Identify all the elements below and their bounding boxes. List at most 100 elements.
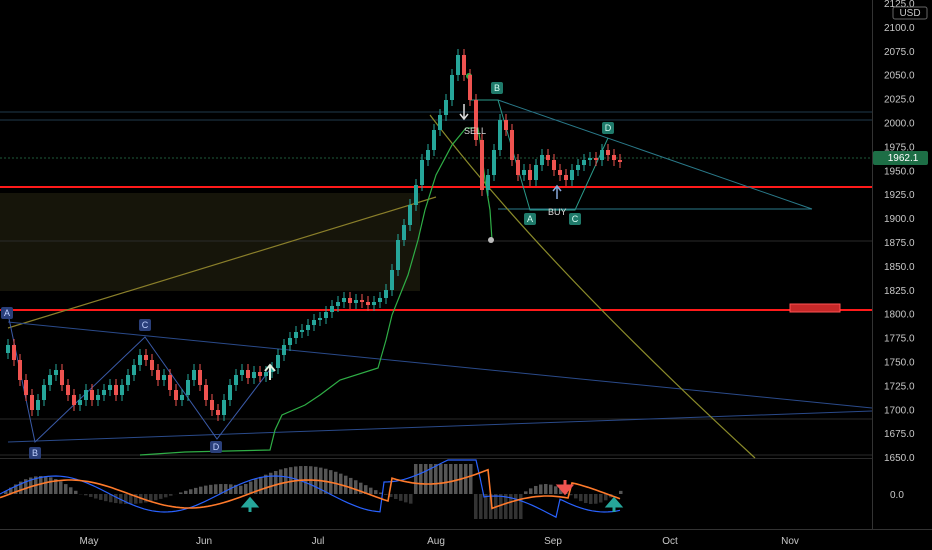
candle-body[interactable] xyxy=(498,120,502,150)
candle-body[interactable] xyxy=(270,368,274,372)
candle-body[interactable] xyxy=(228,385,232,400)
candle-body[interactable] xyxy=(240,370,244,375)
candle-body[interactable] xyxy=(72,395,76,405)
trend-line[interactable] xyxy=(7,196,437,329)
candle-body[interactable] xyxy=(564,175,568,180)
candle-body[interactable] xyxy=(384,290,388,298)
candle-body[interactable] xyxy=(534,165,538,180)
candle-body[interactable] xyxy=(180,395,184,400)
candle-body[interactable] xyxy=(174,390,178,400)
candle-body[interactable] xyxy=(162,375,166,380)
candle-body[interactable] xyxy=(234,375,238,385)
candle-body[interactable] xyxy=(30,395,34,410)
candle-body[interactable] xyxy=(360,300,364,302)
candle-body[interactable] xyxy=(276,355,280,368)
candle-body[interactable] xyxy=(492,150,496,175)
candle-body[interactable] xyxy=(552,160,556,170)
price-axis[interactable] xyxy=(872,0,932,550)
candle-body[interactable] xyxy=(306,325,310,330)
candle-body[interactable] xyxy=(468,75,472,100)
candle-body[interactable] xyxy=(558,170,562,175)
candle-body[interactable] xyxy=(516,160,520,175)
candle-body[interactable] xyxy=(354,300,358,303)
candle-body[interactable] xyxy=(486,175,490,190)
candle-body[interactable] xyxy=(432,130,436,150)
harmonic-pattern-right[interactable] xyxy=(470,99,609,211)
candle-body[interactable] xyxy=(222,400,226,415)
candle-body[interactable] xyxy=(540,155,544,165)
candle-body[interactable] xyxy=(54,370,58,375)
candle-body[interactable] xyxy=(336,302,340,306)
candle-body[interactable] xyxy=(456,55,460,75)
candle-body[interactable] xyxy=(78,400,82,405)
candle-body[interactable] xyxy=(474,100,478,140)
macd-fast-line[interactable] xyxy=(0,459,621,519)
candle-body[interactable] xyxy=(108,385,112,390)
candle-body[interactable] xyxy=(84,390,88,400)
candle-body[interactable] xyxy=(60,370,64,385)
projection-curve[interactable] xyxy=(429,114,756,459)
candle-body[interactable] xyxy=(462,55,466,75)
candle-body[interactable] xyxy=(150,360,154,370)
candle-body[interactable] xyxy=(582,160,586,165)
candle-body[interactable] xyxy=(426,150,430,160)
candle-body[interactable] xyxy=(588,158,592,160)
candle-body[interactable] xyxy=(90,390,94,400)
candle-body[interactable] xyxy=(378,298,382,302)
candle-body[interactable] xyxy=(414,185,418,205)
macd-slow-line[interactable] xyxy=(0,468,621,510)
candle-body[interactable] xyxy=(594,158,598,160)
candle-body[interactable] xyxy=(372,302,376,305)
candle-body[interactable] xyxy=(282,345,286,355)
candle-body[interactable] xyxy=(216,410,220,415)
buy-marker[interactable]: BUY xyxy=(548,184,567,217)
candle-body[interactable] xyxy=(246,370,250,378)
candle-body[interactable] xyxy=(576,165,580,170)
candle-body[interactable] xyxy=(288,338,292,345)
candle-body[interactable] xyxy=(312,320,316,325)
candle-body[interactable] xyxy=(402,225,406,240)
candle-body[interactable] xyxy=(210,400,214,410)
candle-body[interactable] xyxy=(168,375,172,390)
candle-body[interactable] xyxy=(438,115,442,130)
candle-body[interactable] xyxy=(396,240,400,270)
alert-box[interactable] xyxy=(789,303,841,313)
candle-body[interactable] xyxy=(348,298,352,303)
candle-body[interactable] xyxy=(570,170,574,180)
candle-body[interactable] xyxy=(324,312,328,318)
candle-body[interactable] xyxy=(264,372,268,376)
triangle-line[interactable] xyxy=(497,99,813,210)
candle-body[interactable] xyxy=(132,365,136,375)
candle-body[interactable] xyxy=(138,355,142,365)
candle-body[interactable] xyxy=(618,160,622,162)
candle-body[interactable] xyxy=(420,160,424,185)
candle-body[interactable] xyxy=(450,75,454,100)
candle-body[interactable] xyxy=(504,120,508,130)
time-axis[interactable]: May Jun Jul Aug Sep Oct Nov xyxy=(80,536,799,547)
candle-body[interactable] xyxy=(612,155,616,160)
candle-body[interactable] xyxy=(186,380,190,395)
candle-body[interactable] xyxy=(6,345,10,353)
currency-box[interactable] xyxy=(892,6,928,20)
candle-body[interactable] xyxy=(204,385,208,400)
trend-line[interactable] xyxy=(7,410,873,443)
candle-body[interactable] xyxy=(42,385,46,400)
candle-body[interactable] xyxy=(198,370,202,385)
candle-body[interactable] xyxy=(252,372,256,378)
candle-body[interactable] xyxy=(36,400,40,410)
candle-body[interactable] xyxy=(366,302,370,305)
candle-body[interactable] xyxy=(480,140,484,190)
sell-marker[interactable]: SELL xyxy=(459,104,486,136)
candle-body[interactable] xyxy=(522,170,526,175)
candle-body[interactable] xyxy=(192,370,196,380)
candle-body[interactable] xyxy=(258,372,262,376)
candle-body[interactable] xyxy=(126,375,130,385)
candle-body[interactable] xyxy=(120,385,124,395)
candle-body[interactable] xyxy=(18,360,22,380)
candle-body[interactable] xyxy=(330,306,334,312)
candle-body[interactable] xyxy=(390,270,394,290)
candle-body[interactable] xyxy=(342,298,346,302)
candle-body[interactable] xyxy=(114,385,118,395)
